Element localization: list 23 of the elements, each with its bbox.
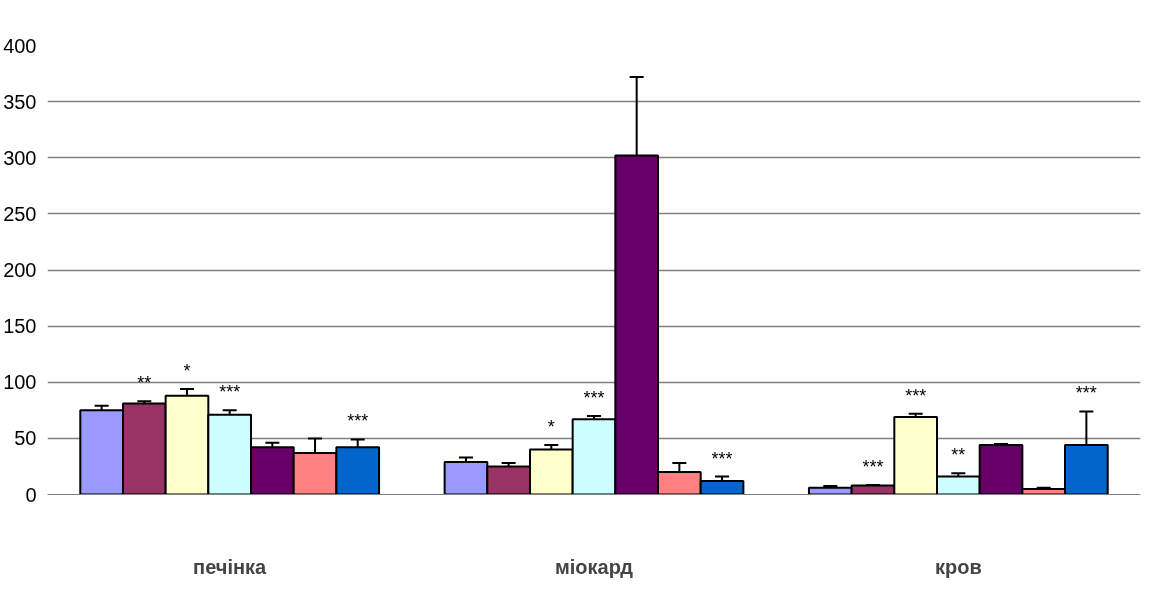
y-tick-label: 150 [3,315,37,338]
data-label: *** [347,411,369,432]
data-label: ** [951,445,966,466]
y-tick-label: 400 [3,34,37,57]
y-tick-label: 50 [14,427,37,450]
y-tick-label: 250 [3,202,37,225]
y-tick-label: 0 [25,483,37,506]
data-label: * [547,417,555,438]
data-label: * [183,360,191,381]
data-label: *** [905,385,927,406]
data-label: ** [137,373,152,394]
y-tick-label: 350 [3,90,37,113]
y-tick-label: 300 [3,146,37,169]
data-label: *** [711,448,733,469]
data-label: *** [583,387,605,408]
x-tick-label: печінка [193,555,268,578]
y-tick-label: 100 [3,371,37,394]
x-tick-label: кров [934,555,982,578]
data-label: *** [219,382,241,403]
y-tick-label: 200 [3,259,37,281]
x-tick-label: міокард [554,555,634,578]
data-label: *** [862,456,884,477]
data-label: *** [1075,383,1097,404]
